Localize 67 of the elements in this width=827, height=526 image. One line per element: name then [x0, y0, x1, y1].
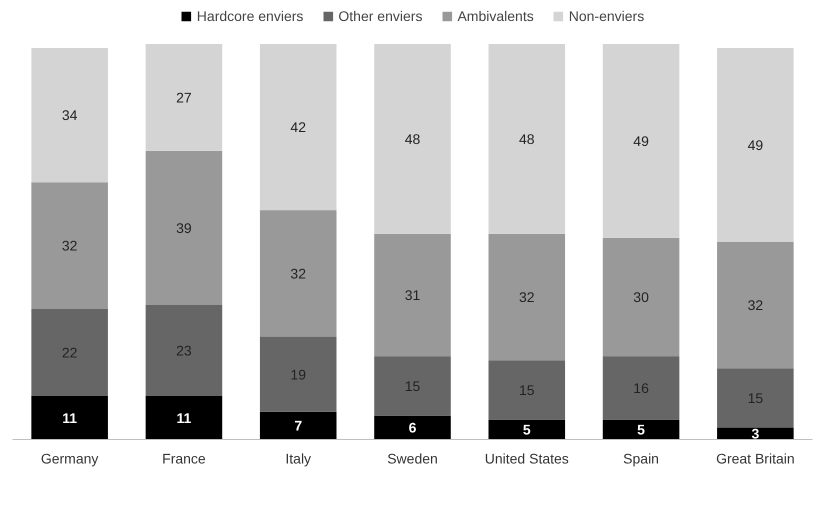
x-tick-label: Germany [40, 450, 98, 466]
bar [146, 305, 222, 396]
bar [146, 396, 222, 440]
data-label: 48 [519, 130, 535, 147]
bar [602, 420, 680, 440]
legend-label: Non-enviers [568, 8, 644, 24]
bar [146, 150, 222, 306]
bar [31, 396, 108, 440]
data-label: 49 [748, 136, 764, 153]
data-label: 15 [748, 390, 764, 406]
data-label: 42 [290, 119, 306, 136]
data-label: 30 [633, 289, 650, 306]
legend-label: Other enviers [338, 8, 422, 24]
data-label: 22 [62, 344, 78, 360]
legend-label: Ambivalents [457, 8, 534, 24]
bar [31, 182, 108, 309]
data-label: 5 [637, 422, 646, 438]
x-tick-label: Italy [285, 450, 312, 466]
bar [374, 416, 451, 440]
data-label: 19 [290, 366, 306, 382]
bar [374, 356, 451, 416]
data-label: 6 [408, 420, 417, 436]
data-label: 3 [751, 426, 760, 442]
bar [260, 336, 336, 412]
bar [488, 420, 566, 440]
bar [717, 242, 794, 368]
data-label: 23 [176, 342, 192, 359]
data-label: 11 [62, 410, 78, 426]
bar [374, 234, 451, 356]
bar [374, 44, 451, 234]
data-label: 34 [62, 107, 78, 124]
x-tick-label: United States [484, 450, 569, 466]
x-tick-label: Sweden [387, 450, 438, 466]
bar [146, 44, 222, 151]
bar [602, 356, 680, 420]
data-label: 7 [294, 418, 302, 434]
data-label: 32 [290, 265, 306, 282]
data-label: 31 [404, 287, 420, 304]
bar [488, 360, 566, 420]
bar [488, 44, 566, 234]
bar [717, 48, 794, 242]
data-label: 32 [748, 297, 764, 314]
legend-label: Hardcore enviers [196, 8, 304, 24]
data-label: 39 [176, 220, 192, 236]
data-label: 15 [404, 378, 420, 394]
data-label: 15 [519, 382, 535, 398]
bar [260, 210, 336, 337]
data-label: 27 [176, 89, 192, 106]
x-tick-label: Great Britain [716, 450, 795, 466]
bar [260, 412, 336, 440]
bar [488, 234, 566, 360]
bar [717, 368, 794, 428]
bar [260, 44, 336, 210]
bar [31, 48, 108, 182]
data-label: 49 [633, 132, 650, 149]
x-tick-label: France [162, 450, 206, 466]
bar [31, 309, 108, 396]
data-label: 11 [176, 410, 192, 426]
data-label: 32 [519, 289, 535, 306]
x-tick-label: Spain [623, 450, 659, 466]
bar [602, 44, 680, 238]
bar [717, 428, 794, 440]
data-label: 16 [633, 380, 650, 396]
data-label: 5 [522, 422, 531, 438]
data-label: 32 [62, 238, 78, 254]
data-label: 48 [404, 130, 420, 147]
bar [602, 238, 680, 356]
